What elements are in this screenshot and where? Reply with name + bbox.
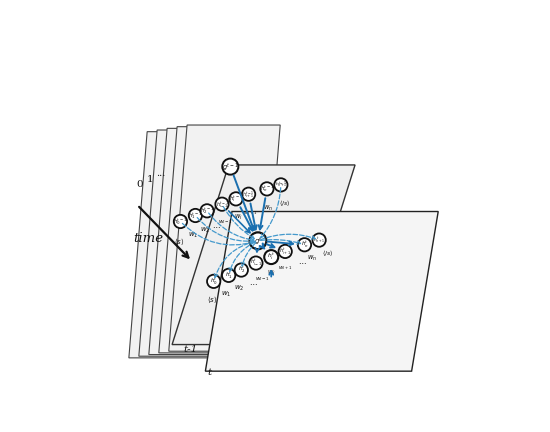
Circle shape: [174, 215, 187, 228]
Text: $w_{i+1}$: $w_{i+1}$: [278, 264, 293, 272]
Text: $h_{i+1}^t$: $h_{i+1}^t$: [279, 246, 292, 257]
Text: $w_n$: $w_n$: [307, 254, 317, 263]
Polygon shape: [159, 127, 270, 353]
Polygon shape: [149, 128, 260, 355]
Text: $w_{i+1}$: $w_{i+1}$: [243, 209, 257, 217]
Text: $h_{i+1}^{t-1}$: $h_{i+1}^{t-1}$: [243, 189, 255, 200]
Text: $w_n$: $w_n$: [263, 203, 273, 213]
Circle shape: [312, 233, 326, 247]
Text: $h_n^t$: $h_n^t$: [301, 240, 309, 250]
Text: $h_i^{t-1}$: $h_i^{t-1}$: [229, 194, 243, 204]
Text: $\langle /s\rangle$: $\langle /s\rangle$: [279, 198, 291, 208]
Polygon shape: [129, 132, 240, 358]
Text: $g^{t-1}$: $g^{t-1}$: [222, 161, 239, 173]
Circle shape: [250, 232, 266, 249]
Polygon shape: [172, 165, 355, 345]
Circle shape: [260, 182, 273, 196]
Polygon shape: [205, 212, 438, 371]
Text: $h_{n+1}^{t-1}$: $h_{n+1}^{t-1}$: [275, 180, 287, 190]
Circle shape: [278, 245, 292, 258]
Text: 0: 0: [137, 181, 144, 189]
Text: time: time: [133, 232, 163, 245]
Text: $w_{i-1}$: $w_{i-1}$: [218, 218, 233, 226]
Text: 1: 1: [147, 175, 153, 184]
Text: $w_1$: $w_1$: [221, 289, 231, 299]
Text: $\langle /s\rangle$: $\langle /s\rangle$: [322, 248, 334, 258]
Text: $h_1^{t-1}$: $h_1^{t-1}$: [188, 210, 202, 221]
Polygon shape: [169, 125, 280, 351]
Text: $h_i^t$: $h_i^t$: [267, 252, 275, 262]
Polygon shape: [139, 130, 250, 356]
Text: $w_1$: $w_1$: [188, 231, 199, 240]
Text: $\cdots$: $\cdots$: [298, 258, 306, 266]
Circle shape: [298, 238, 311, 251]
Text: $\cdots$: $\cdots$: [249, 279, 258, 287]
Text: t-1: t-1: [183, 345, 197, 354]
Circle shape: [264, 250, 278, 264]
Circle shape: [222, 159, 238, 175]
Text: $h_2^{t-1}$: $h_2^{t-1}$: [200, 206, 214, 216]
Text: $\langle s\rangle$: $\langle s\rangle$: [207, 294, 217, 305]
Circle shape: [216, 197, 229, 211]
Text: $h_{i-1}^{t-1}$: $h_{i-1}^{t-1}$: [216, 199, 228, 210]
Circle shape: [189, 209, 202, 222]
Text: t: t: [207, 368, 211, 377]
Text: ...: ...: [156, 169, 166, 178]
Text: $\cdots$: $\cdots$: [212, 222, 221, 230]
Text: $g^t$: $g^t$: [254, 235, 262, 247]
Circle shape: [242, 187, 255, 201]
Text: $w_i$: $w_i$: [267, 268, 276, 278]
Circle shape: [235, 264, 248, 277]
Circle shape: [207, 275, 221, 288]
Text: $h_0^{t-1}$: $h_0^{t-1}$: [173, 216, 188, 227]
Text: $w_2$: $w_2$: [200, 226, 210, 235]
Text: $h_{i-1}^t$: $h_{i-1}^t$: [250, 258, 262, 268]
Circle shape: [222, 269, 235, 282]
Circle shape: [200, 204, 214, 217]
Text: $w_{i-1}$: $w_{i-1}$: [255, 275, 271, 283]
Circle shape: [249, 257, 262, 270]
Circle shape: [229, 192, 243, 206]
Text: $h_0^t$: $h_0^t$: [210, 276, 218, 286]
Circle shape: [274, 178, 288, 191]
Text: $h_{n+1}^t$: $h_{n+1}^t$: [313, 235, 325, 245]
Text: $w_i$: $w_i$: [234, 213, 243, 222]
Text: $w_2$: $w_2$: [234, 284, 245, 293]
Text: $h_n^{t-1}$: $h_n^{t-1}$: [260, 184, 274, 194]
Text: $\langle s\rangle$: $\langle s\rangle$: [174, 236, 185, 247]
Text: $h_2^t$: $h_2^t$: [238, 265, 245, 275]
Text: $h_1^t$: $h_1^t$: [225, 270, 233, 280]
